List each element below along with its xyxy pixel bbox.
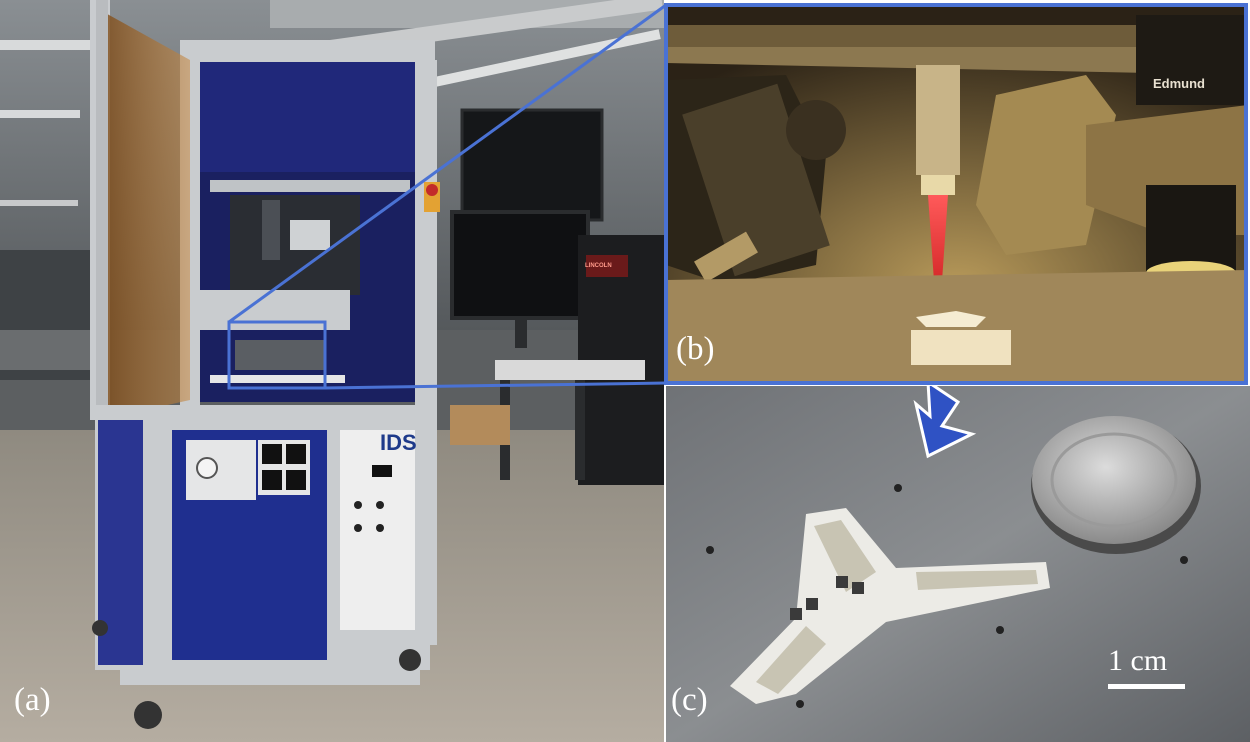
scale-bar-label: 1 cm: [1108, 644, 1168, 677]
ids-logo: IDS: [380, 430, 417, 455]
panel-a-label: (a): [14, 682, 51, 718]
cabinet-brand-label: LINCOLN: [585, 263, 612, 269]
panel-a-printer-photo: [0, 0, 664, 742]
panel-b-printhead-closeup: [666, 5, 1248, 383]
camera-brand-label: Edmund: [1153, 76, 1205, 91]
panel-c-label: (c): [671, 682, 708, 718]
scale-bar: [1108, 684, 1185, 689]
panel-c-printed-sensor: [666, 386, 1250, 742]
panel-b-label: (b): [676, 331, 715, 367]
